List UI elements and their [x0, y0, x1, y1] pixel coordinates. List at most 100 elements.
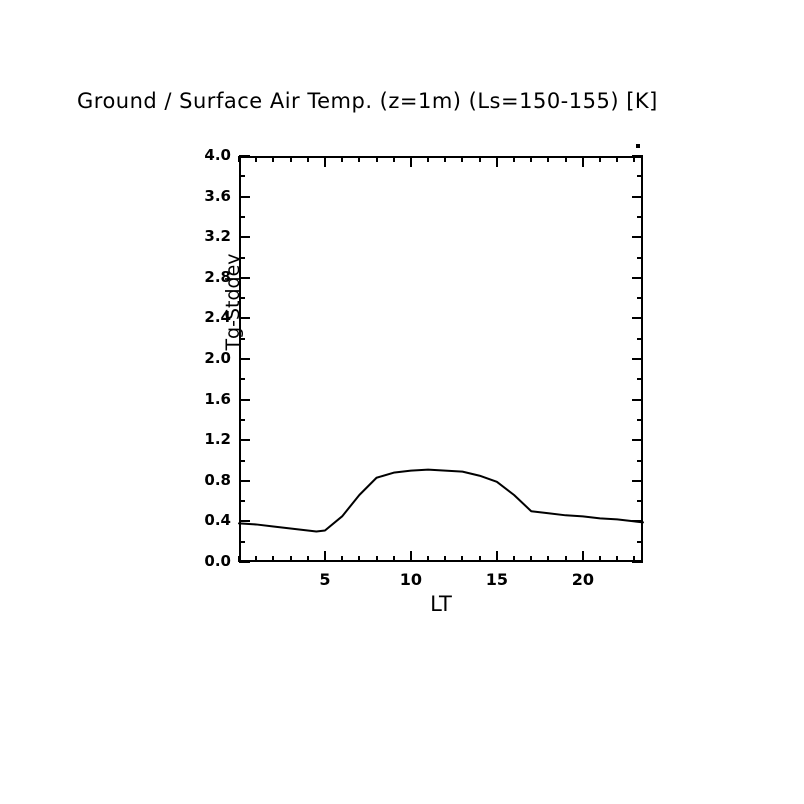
x-tick-minor: [289, 556, 292, 562]
x-tick-minor: [358, 556, 361, 562]
y-tick-label: 2.4: [204, 308, 231, 327]
x-tick-minor-top: [289, 156, 292, 162]
y-tick-minor-right: [637, 500, 643, 503]
series-line-tg-stddev: [238, 468, 644, 533]
y-tick-major: [239, 155, 250, 157]
x-tick-major: [323, 551, 326, 562]
y-axis-title: Tg-Stddev: [222, 253, 244, 351]
y-tick-major: [239, 520, 250, 523]
y-tick-minor-right: [637, 459, 643, 462]
x-tick-minor-top: [547, 156, 550, 162]
y-tick-minor-right: [637, 256, 643, 259]
y-tick-minor: [239, 256, 245, 259]
x-tick-major: [581, 551, 584, 562]
y-tick-label: 3.2: [204, 227, 231, 246]
y-tick-minor: [239, 297, 245, 300]
y-tick-minor-right: [637, 378, 643, 381]
x-tick-minor: [616, 556, 619, 562]
x-tick-minor-top: [444, 156, 447, 162]
x-tick-minor: [306, 556, 309, 562]
x-tick-minor-top: [341, 156, 344, 162]
y-tick-minor: [239, 175, 245, 178]
y-tick-label: 2.8: [204, 267, 231, 286]
x-tick-major-top: [581, 156, 584, 167]
y-tick-label: 2.0: [204, 349, 231, 367]
x-tick-minor-top: [255, 156, 258, 162]
stray-dot-marker: [636, 144, 640, 148]
x-tick-minor: [392, 556, 395, 562]
x-tick-minor-top: [478, 156, 481, 162]
y-tick-minor: [239, 418, 245, 421]
x-tick-minor: [547, 556, 550, 562]
x-tick-minor: [461, 556, 464, 562]
y-tick-major: [239, 236, 250, 239]
x-tick-minor-top: [633, 156, 636, 162]
x-tick-major: [409, 551, 412, 562]
y-tick-major: [239, 561, 250, 563]
x-tick-minor-top: [392, 156, 395, 162]
y-tick-label: 0.4: [204, 511, 231, 530]
y-tick-major-right: [632, 276, 643, 279]
x-tick-minor-top: [616, 156, 619, 162]
y-tick-minor: [239, 337, 245, 340]
x-tick-minor: [478, 556, 481, 562]
y-tick-major: [239, 195, 250, 198]
x-axis-title: LT: [430, 592, 452, 616]
x-tick-minor: [564, 556, 567, 562]
x-tick-minor-top: [461, 156, 464, 162]
y-tick-major-right: [632, 358, 643, 360]
y-tick-minor-right: [637, 540, 643, 543]
x-tick-minor-top: [375, 156, 378, 162]
y-tick-major: [239, 358, 250, 360]
x-tick-major-top: [409, 156, 412, 167]
y-tick-major-right: [632, 479, 643, 482]
y-tick-major-right: [632, 561, 643, 563]
x-tick-label: 20: [571, 570, 594, 589]
data-line-svg: [238, 468, 644, 533]
y-tick-minor-right: [637, 215, 643, 218]
x-tick-minor: [513, 556, 516, 562]
x-tick-minor: [444, 556, 447, 562]
y-tick-major: [239, 479, 250, 482]
y-tick-label: 4.0: [204, 146, 231, 164]
chart-title: Ground / Surface Air Temp. (z=1m) (Ls=15…: [77, 89, 658, 113]
x-tick-major-top: [495, 156, 498, 167]
y-tick-minor: [239, 215, 245, 218]
x-tick-minor-top: [513, 156, 516, 162]
x-tick-major-top: [323, 156, 326, 167]
y-tick-label: 1.2: [204, 430, 231, 449]
x-tick-minor-top: [564, 156, 567, 162]
x-tick-minor: [341, 556, 344, 562]
y-tick-minor-right: [637, 175, 643, 178]
y-tick-major-right: [632, 155, 643, 157]
y-tick-minor-right: [637, 337, 643, 340]
x-tick-major: [495, 551, 498, 562]
x-tick-minor: [633, 556, 636, 562]
x-tick-minor-top: [530, 156, 533, 162]
y-tick-major-right: [632, 195, 643, 198]
y-tick-label: 0.8: [204, 470, 231, 489]
y-tick-minor: [239, 459, 245, 462]
x-tick-minor: [599, 556, 602, 562]
y-tick-minor-right: [637, 418, 643, 421]
y-tick-major: [239, 439, 250, 442]
y-tick-major-right: [632, 317, 643, 320]
x-tick-minor: [238, 556, 240, 562]
x-tick-minor-top: [238, 156, 240, 162]
y-tick-label: 3.6: [204, 186, 231, 205]
y-tick-label: 1.6: [204, 389, 231, 408]
x-tick-minor-top: [599, 156, 602, 162]
y-tick-major-right: [632, 236, 643, 239]
x-tick-minor: [255, 556, 258, 562]
x-tick-minor: [427, 556, 430, 562]
y-tick-major: [239, 317, 250, 320]
y-tick-minor-right: [637, 297, 643, 300]
x-tick-label: 15: [485, 570, 508, 589]
x-tick-minor: [375, 556, 378, 562]
y-tick-major: [239, 398, 250, 401]
x-tick-label: 5: [319, 570, 331, 589]
x-tick-minor: [272, 556, 275, 562]
x-tick-minor: [530, 556, 533, 562]
x-tick-minor-top: [306, 156, 309, 162]
